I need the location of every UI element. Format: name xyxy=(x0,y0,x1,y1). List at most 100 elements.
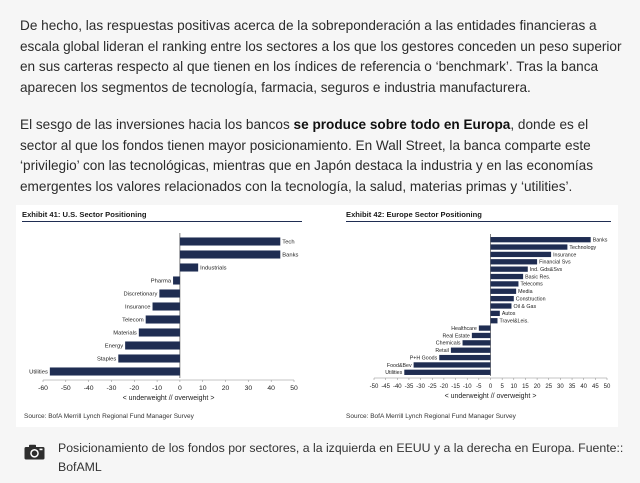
x-tick-label-60: -60 xyxy=(38,385,48,392)
bar-label-autos: Autos xyxy=(502,311,516,317)
paragraph-2: El sesgo de las inversiones hacia los ba… xyxy=(20,115,626,197)
chart-title-europe: Exhibit 42: Europe Sector Positioning xyxy=(346,210,482,219)
bar-label-utilities: Utilities xyxy=(385,370,402,376)
bar-label-insurance: Insurance xyxy=(553,252,576,258)
bar-real-estate xyxy=(471,332,491,339)
x-tick-label-15: 15 xyxy=(522,384,529,390)
bar-materials xyxy=(138,328,180,337)
bar-energy xyxy=(125,341,180,350)
x-tick-label-5: -5 xyxy=(476,384,482,390)
x-tick-label-10: 10 xyxy=(199,385,207,392)
bar-label-financial-svs: Financial Svs xyxy=(539,260,571,266)
bar-label-technology: Technology xyxy=(569,245,596,251)
x-tick-label-20: -20 xyxy=(440,384,449,390)
bar-label-retail: Retail xyxy=(435,348,449,354)
x-axis-label: < underweight // overweight > xyxy=(445,393,537,400)
bar-label-discretionary: Discretionary xyxy=(124,292,158,298)
bar-label-oil-gas: Oil & Gas xyxy=(513,304,536,310)
figure-image: Exhibit 41: U.S. Sector Positioning Tech… xyxy=(16,205,618,427)
bar-label-construction: Construction xyxy=(516,296,546,302)
x-tick-label-15: -15 xyxy=(451,384,460,390)
x-tick-label-0: 0 xyxy=(178,385,182,392)
bar-food-bev xyxy=(413,362,491,368)
x-tick-label-20: 20 xyxy=(534,384,541,390)
bar-banks xyxy=(179,250,281,259)
x-tick-label-35: -35 xyxy=(405,384,414,390)
x-tick-label-0: 0 xyxy=(489,384,493,390)
bar-industrials xyxy=(179,263,199,272)
x-tick-label-30: 30 xyxy=(245,385,253,392)
bar-banks xyxy=(490,237,591,243)
bar-staples xyxy=(118,354,180,363)
bar-healthcare xyxy=(478,325,491,331)
bar-basic-res xyxy=(490,273,524,280)
x-tick-label-40: 40 xyxy=(267,385,275,392)
bar-label-industrials: Industrials xyxy=(200,266,227,272)
paragraph-1: De hecho, las respuestas positivas acerc… xyxy=(20,18,622,95)
bar-travel-leis xyxy=(490,318,498,324)
chart-source: Source: BofA Merrill Lynch Regional Fund… xyxy=(346,413,517,420)
paragraph-2-text-end: , donde es el sector al que los fondos t… xyxy=(20,117,594,194)
bar-label-healthcare: Healthcare xyxy=(451,326,477,332)
bar-label-banks: Banks xyxy=(282,253,298,259)
x-tick-label-50: 50 xyxy=(290,385,298,392)
bar-financial-svs xyxy=(490,259,538,265)
bar-chemicals xyxy=(462,340,491,346)
bar-label-utilities: Utilities xyxy=(29,370,48,376)
paragraph-2-bold: se produce sobre todo en Europa xyxy=(293,117,511,132)
x-axis-label: < underweight // overweight > xyxy=(123,395,215,402)
bar-ind-gds-svs xyxy=(490,266,528,272)
bar-oil-gas xyxy=(490,303,512,309)
bar-autos xyxy=(490,310,500,317)
bar-label-p-h-goods: P+H Goods xyxy=(410,355,438,361)
bar-label-tech: Tech xyxy=(282,240,294,246)
x-tick-label-45: 45 xyxy=(592,384,599,390)
bar-label-staples: Staples xyxy=(97,357,116,363)
chart-title-rule-us xyxy=(22,221,302,223)
figure-caption: Posicionamiento de los fondos por sector… xyxy=(58,441,624,474)
x-tick-label-40: -40 xyxy=(393,384,402,390)
bar-utilities xyxy=(49,367,180,376)
bar-technology xyxy=(490,244,568,250)
x-tick-label-5: 5 xyxy=(500,384,504,390)
bar-label-media: Media xyxy=(518,289,532,295)
bar-discretionary xyxy=(159,289,180,298)
bar-telecom xyxy=(145,315,180,324)
x-tick-label-20: -20 xyxy=(129,385,139,392)
chart-source: Source: BofA Merrill Lynch Regional Fund… xyxy=(24,413,195,420)
x-tick-label-30: 30 xyxy=(557,384,564,390)
bar-label-pharma: Pharma xyxy=(151,279,172,285)
x-tick-label-30: -30 xyxy=(416,384,425,390)
bar-label-ind-gds-svs: Ind. Gds&Svs xyxy=(530,267,563,273)
bar-pharma xyxy=(173,276,180,285)
x-tick-label-10: 10 xyxy=(510,384,517,390)
x-tick-label-10: -10 xyxy=(152,385,162,392)
x-tick-label-40: -40 xyxy=(84,385,94,392)
bar-insurance xyxy=(490,251,552,258)
bar-label-telecoms: Telecoms xyxy=(520,282,543,288)
x-tick-label-50: 50 xyxy=(604,384,611,390)
bar-label-chemicals: Chemicals xyxy=(436,341,461,347)
bar-label-telecom: Telecom xyxy=(122,318,144,324)
x-tick-label-50: -50 xyxy=(61,385,71,392)
bar-utilities xyxy=(404,369,491,375)
camera-icon xyxy=(24,444,45,460)
bar-telecoms xyxy=(490,281,519,287)
x-tick-label-25: -25 xyxy=(428,384,437,390)
bar-label-basic-res: Basic Res. xyxy=(525,274,550,280)
paragraph-2-text-start: El sesgo de las inversiones hacia los ba… xyxy=(20,117,294,132)
x-tick-label-35: 35 xyxy=(569,384,576,390)
bar-insurance xyxy=(152,302,180,311)
x-tick-label-50: -50 xyxy=(370,384,379,390)
x-tick-label-45: -45 xyxy=(381,384,390,390)
chart-title-us: Exhibit 41: U.S. Sector Positioning xyxy=(22,210,147,219)
bar-retail xyxy=(450,347,491,353)
bar-label-insurance: Insurance xyxy=(125,305,150,311)
bar-label-materials: Materials xyxy=(113,331,137,337)
us-sector-chart: Tech Banks Industrials Pharma Discretionary I… xyxy=(24,233,299,420)
bar-label-banks: Banks xyxy=(593,238,608,244)
chart-title-rule-europe xyxy=(346,221,611,223)
bar-construction xyxy=(490,295,514,302)
